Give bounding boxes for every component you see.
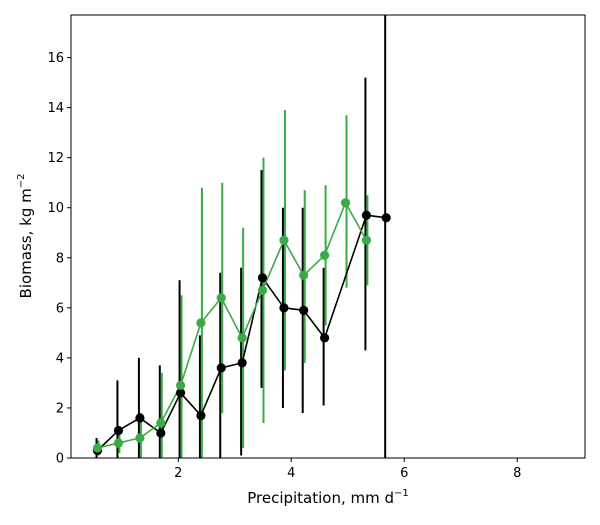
data-point — [257, 285, 268, 295]
data-point — [156, 418, 166, 428]
data-point — [361, 235, 372, 245]
data-point — [175, 388, 186, 398]
y-tick-label: 6 — [56, 301, 64, 316]
x-tick-label: 8 — [513, 466, 521, 481]
data-point — [361, 210, 372, 220]
error-bars — [95, 15, 387, 458]
data-point — [135, 433, 145, 443]
data-point — [320, 333, 330, 343]
data-point — [113, 425, 124, 436]
data-point — [92, 443, 103, 453]
x-tick-label: 4 — [287, 466, 295, 481]
data-point — [279, 303, 289, 313]
data-point — [156, 428, 166, 438]
x-tick-label: 6 — [400, 466, 408, 481]
data-point — [216, 363, 226, 373]
y-tick-label: 10 — [47, 201, 64, 216]
data-point — [196, 318, 206, 328]
y-tick-label: 12 — [47, 151, 64, 166]
data-markers — [92, 198, 391, 456]
axes: 2 4 6 8 0 2 4 6 8 10 12 14 16 — [47, 51, 521, 481]
y-tick-label: 16 — [47, 51, 64, 66]
data-point — [299, 270, 309, 280]
data-point — [216, 293, 226, 303]
data-point — [299, 305, 309, 315]
y-tick-label: 0 — [56, 452, 64, 467]
data-point — [381, 213, 391, 223]
data-point — [237, 333, 247, 343]
y-tick-label: 8 — [56, 251, 64, 266]
y-tick-label: 4 — [56, 351, 64, 366]
data-point — [257, 273, 268, 283]
x-tick-label: 2 — [174, 466, 182, 481]
y-tick-label: 2 — [56, 401, 64, 416]
data-point — [237, 358, 247, 368]
plot-border — [70, 14, 586, 459]
data-point — [113, 438, 124, 448]
data-point — [320, 250, 330, 260]
plot-frame — [70, 14, 586, 459]
data-point — [135, 413, 145, 423]
data-point — [196, 410, 206, 421]
data-point — [175, 380, 186, 391]
data-point — [340, 198, 351, 208]
axis-labels: Precipitation, mm d−1 Biomass, kg m−2 — [16, 174, 409, 507]
x-axis-label: Precipitation, mm d−1 — [247, 488, 409, 507]
data-point — [279, 235, 289, 245]
y-tick-label: 14 — [47, 101, 64, 116]
y-axis-label: Biomass, kg m−2 — [16, 174, 35, 299]
